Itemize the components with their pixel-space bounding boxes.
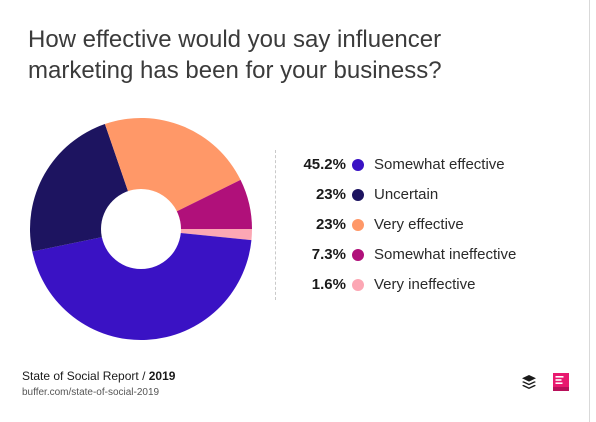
- report-title: State of Social Report /: [22, 369, 146, 383]
- state-of-social-logo-icon: [553, 373, 569, 391]
- legend-item-very-effective: 23% Very effective: [282, 215, 582, 235]
- legend-item-uncertain: 23% Uncertain: [282, 185, 582, 205]
- chart-title-line-1: How effective would you say influencer: [28, 26, 442, 53]
- report-year: 2019: [148, 369, 176, 383]
- legend-item-very-ineffective: 1.6% Very ineffective: [282, 275, 582, 295]
- legend-divider: [275, 150, 276, 300]
- donut-chart: [29, 118, 252, 341]
- donut-slice-somewhat-effective: [32, 229, 252, 341]
- legend-swatch: [352, 189, 364, 201]
- legend-label: Uncertain: [374, 186, 439, 203]
- chart-title-line-2: marketing has been for your business?: [28, 57, 442, 84]
- legend-item-somewhat-effective: 45.2% Somewhat effective: [282, 155, 582, 175]
- legend-percent: 23%: [315, 186, 346, 203]
- buffer-logo-icon: [522, 375, 536, 389]
- report-name: State of Social Report / 2019: [22, 369, 175, 383]
- chart-title: How effective would you say influencer m…: [28, 24, 568, 86]
- legend-swatch: [352, 159, 364, 171]
- donut-hole: [101, 189, 181, 269]
- legend-item-somewhat-ineffective: 7.3% Somewhat ineffective: [282, 245, 582, 265]
- legend-percent: 7.3%: [311, 246, 346, 263]
- legend-percent: 23%: [315, 216, 346, 233]
- legend-percent: 45.2%: [303, 156, 346, 173]
- legend-swatch: [352, 249, 364, 261]
- legend-percent: 1.6%: [311, 276, 346, 293]
- legend-swatch: [352, 279, 364, 291]
- legend-swatch: [352, 219, 364, 231]
- frame-border: [589, 0, 590, 422]
- legend-label: Somewhat effective: [374, 156, 505, 173]
- legend-label: Very effective: [374, 216, 464, 233]
- legend-label: Very ineffective: [374, 276, 476, 293]
- report-url: buffer.com/state-of-social-2019: [22, 387, 160, 398]
- legend-label: Somewhat ineffective: [374, 246, 517, 263]
